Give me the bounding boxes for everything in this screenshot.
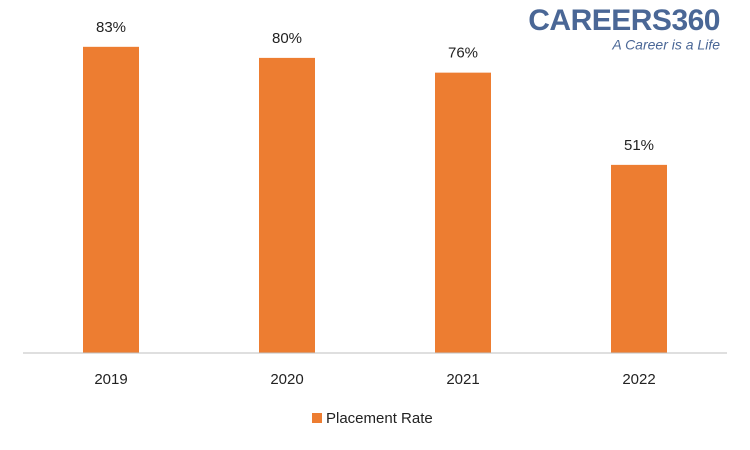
data-label: 51% — [624, 137, 654, 154]
x-tick-label: 2021 — [446, 371, 479, 388]
data-label: 76% — [448, 45, 478, 62]
bar — [435, 72, 491, 354]
x-tick-label: 2019 — [94, 371, 127, 388]
x-tick-label: 2022 — [622, 371, 655, 388]
logo-title: CAREERS360 — [528, 4, 720, 37]
x-tick-label: 2020 — [270, 371, 303, 388]
logo-tagline: A Career is a Life — [611, 37, 720, 53]
legend-label: Placement Rate — [326, 410, 433, 427]
legend-swatch — [312, 413, 322, 423]
bar — [83, 46, 139, 353]
bar — [611, 164, 667, 353]
data-label: 80% — [272, 30, 302, 47]
bar — [259, 57, 315, 354]
data-label: 83% — [96, 19, 126, 36]
